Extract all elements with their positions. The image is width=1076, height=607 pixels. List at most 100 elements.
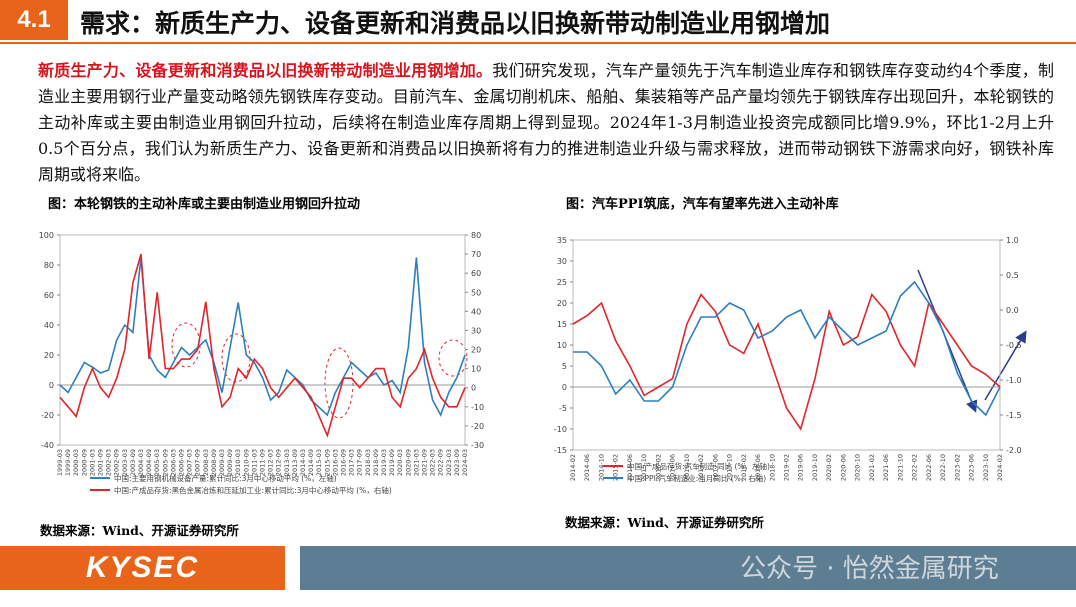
x-tick-label: 1999-03 xyxy=(56,449,64,476)
x-tick-label: 2018-02 xyxy=(740,454,748,481)
x-tick-label: 2019-02 xyxy=(783,454,791,481)
x-tick-label: 2020-02 xyxy=(825,454,833,481)
y2-tick-label: 30 xyxy=(471,326,481,335)
x-tick-label: 2023-09 xyxy=(453,449,461,476)
x-tick-label: 2015-03 xyxy=(315,449,323,476)
x-tick-label: 2018-03 xyxy=(364,449,372,476)
x-tick-label: 2022-10 xyxy=(939,454,947,481)
x-tick-label: 2010-09 xyxy=(242,449,250,476)
x-tick-label: 2013-03 xyxy=(283,449,291,476)
y2-tick-label: -2.0 xyxy=(1006,446,1022,455)
y-tick-label: -5 xyxy=(559,404,567,413)
y-tick-label: 80 xyxy=(44,261,54,270)
x-tick-label: 2014-10 xyxy=(597,454,605,481)
y-tick-label: 30 xyxy=(557,257,567,266)
x-tick-label: 2019-10 xyxy=(811,454,819,481)
y-tick-label: 20 xyxy=(44,351,54,360)
x-tick-label: 2014-06 xyxy=(583,454,591,481)
x-tick-label: 2017-10 xyxy=(726,454,734,481)
x-tick-label: 2021-09 xyxy=(421,449,429,476)
y2-tick-label: 20 xyxy=(471,346,481,355)
y-tick-label: -20 xyxy=(41,411,54,420)
y2-tick-label: 0.0 xyxy=(1006,306,1019,315)
y-tick-label: 60 xyxy=(44,291,54,300)
x-tick-label: 2021-03 xyxy=(412,449,420,476)
x-tick-label: 2024-02 xyxy=(996,454,1004,481)
y2-tick-label: 0 xyxy=(471,384,476,393)
source: 数据来源：Wind、开源证券研究所 xyxy=(565,515,764,530)
x-tick-label: 2004-03 xyxy=(137,449,145,476)
x-tick-label: 2003-03 xyxy=(121,449,129,476)
x-tick-label: 2006-03 xyxy=(169,449,177,476)
x-tick-label: 2022-02 xyxy=(911,454,919,481)
y2-tick-label: 1.0 xyxy=(1006,236,1019,245)
x-tick-label: 2000-09 xyxy=(80,449,88,476)
x-tick-label: 2000-03 xyxy=(72,449,80,476)
y2-tick-label: 60 xyxy=(471,269,481,278)
x-tick-label: 2016-06 xyxy=(669,454,677,481)
y2-tick-label: -20 xyxy=(471,422,484,431)
y-tick-label: 20 xyxy=(557,299,567,308)
y2-tick-label: -30 xyxy=(471,441,484,450)
x-tick-label: 2020-10 xyxy=(854,454,862,481)
x-tick-label: 2016-09 xyxy=(340,449,348,476)
section-number: 4.1 xyxy=(0,0,68,40)
legend-label: 中国:产成品存货:汽车制造:同比 (%，左轴) xyxy=(627,461,770,471)
y2-tick-label: -10 xyxy=(471,403,484,412)
logo: KYSEC xyxy=(0,546,285,590)
x-tick-label: 2021-06 xyxy=(882,454,890,481)
series-line xyxy=(59,253,466,438)
x-tick-label: 2015-10 xyxy=(640,454,648,481)
arrow xyxy=(984,330,1027,401)
y2-tick-label: 80 xyxy=(471,231,481,240)
plot-frame xyxy=(572,239,1001,451)
series-line xyxy=(573,280,1001,417)
x-tick-label: 2023-10 xyxy=(982,454,990,481)
x-tick-label: 2017-03 xyxy=(348,449,356,476)
x-tick-label: 2023-02 xyxy=(953,454,961,481)
x-tick-label: 2021-02 xyxy=(868,454,876,481)
x-tick-label: 2011-09 xyxy=(259,449,267,476)
x-tick-label: 2024-03 xyxy=(461,449,469,476)
x-tick-label: 2014-02 xyxy=(569,454,577,481)
x-tick-label: 2004-09 xyxy=(145,449,153,476)
y-tick-label: -10 xyxy=(554,425,567,434)
x-tick-label: 2005-09 xyxy=(161,449,169,476)
y-tick-label: 100 xyxy=(39,231,54,240)
x-tick-label: 2005-03 xyxy=(153,449,161,476)
y-tick-label: 10 xyxy=(557,341,567,350)
y-tick-label: 15 xyxy=(557,320,567,329)
x-tick-label: 2009-09 xyxy=(226,449,234,476)
y2-tick-label: -0.5 xyxy=(1006,341,1022,350)
y-tick-label: 0 xyxy=(562,383,567,392)
x-tick-label: 2011-03 xyxy=(250,449,258,476)
y2-tick-label: 70 xyxy=(471,250,481,259)
header-rule xyxy=(0,42,1076,44)
y2-tick-label: 40 xyxy=(471,307,481,316)
x-tick-label: 2009-03 xyxy=(218,449,226,476)
y2-tick-label: -1.0 xyxy=(1006,376,1022,385)
y-tick-label: 0 xyxy=(49,381,54,390)
x-tick-label: 2012-03 xyxy=(267,449,275,476)
x-tick-label: 2008-09 xyxy=(210,449,218,476)
y2-tick-label: 0.5 xyxy=(1006,271,1019,280)
x-tick-label: 2019-06 xyxy=(797,454,805,481)
x-tick-label: 2002-03 xyxy=(105,449,113,476)
x-tick-label: 2016-02 xyxy=(654,454,662,481)
x-tick-label: 2006-09 xyxy=(178,449,186,476)
legend-label: 中国:产成品存货:黑色金属冶炼和压延加工业:累计同比:3月中心移动平均 (%，右… xyxy=(114,485,392,495)
x-tick-label: 2019-09 xyxy=(388,449,396,476)
x-tick-label: 2013-09 xyxy=(291,449,299,476)
x-tick-label: 2023-03 xyxy=(445,449,453,476)
x-tick-label: 2010-03 xyxy=(234,449,242,476)
x-tick-label: 2022-06 xyxy=(925,454,933,481)
figure-title: 图：汽车PPI筑底，汽车有望率先进入主动补库 xyxy=(566,197,839,212)
y2-tick-label: 50 xyxy=(471,288,481,297)
x-tick-label: 2001-03 xyxy=(88,449,96,476)
figure-title: 图：本轮钢铁的主动补库或主要由制造业用钢回升拉动 xyxy=(48,197,361,212)
x-tick-label: 2007-09 xyxy=(194,449,202,476)
x-tick-label: 2014-03 xyxy=(299,449,307,476)
x-tick-label: 1999-09 xyxy=(64,449,72,476)
